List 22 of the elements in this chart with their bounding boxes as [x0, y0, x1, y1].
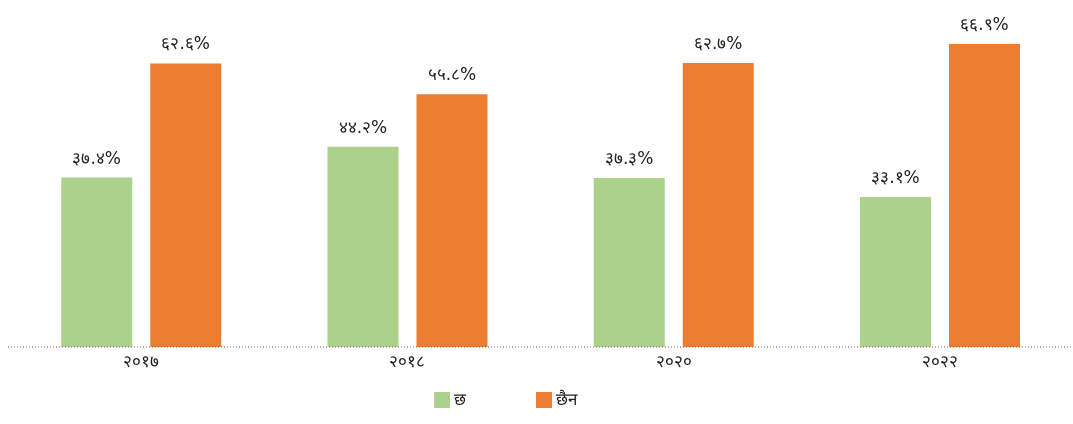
data-label: ३३.१% — [871, 167, 920, 188]
data-label: ३७.४% — [72, 147, 122, 168]
bar — [949, 44, 1020, 347]
bar — [593, 178, 665, 347]
data-label: ५५.८% — [427, 64, 477, 85]
x-tick-label: २०१७ — [123, 351, 160, 372]
bar — [61, 177, 133, 347]
x-tick-label: २०२० — [655, 351, 692, 372]
x-tick-label: २०१८ — [389, 351, 426, 372]
data-label: ६२.६% — [161, 33, 211, 54]
legend-label: छैन — [556, 389, 577, 409]
bar — [327, 146, 399, 347]
data-label: ४४.२% — [338, 116, 388, 137]
bar — [416, 94, 488, 347]
data-label: ३७.३% — [604, 148, 654, 169]
data-label: ६२.७% — [693, 33, 743, 54]
legend-label: छ — [454, 389, 466, 409]
data-label: ६६.९% — [960, 14, 1009, 34]
bar — [860, 197, 931, 347]
bar — [150, 63, 222, 347]
x-tick-label: २०२२ — [921, 351, 958, 372]
bar — [682, 63, 754, 347]
